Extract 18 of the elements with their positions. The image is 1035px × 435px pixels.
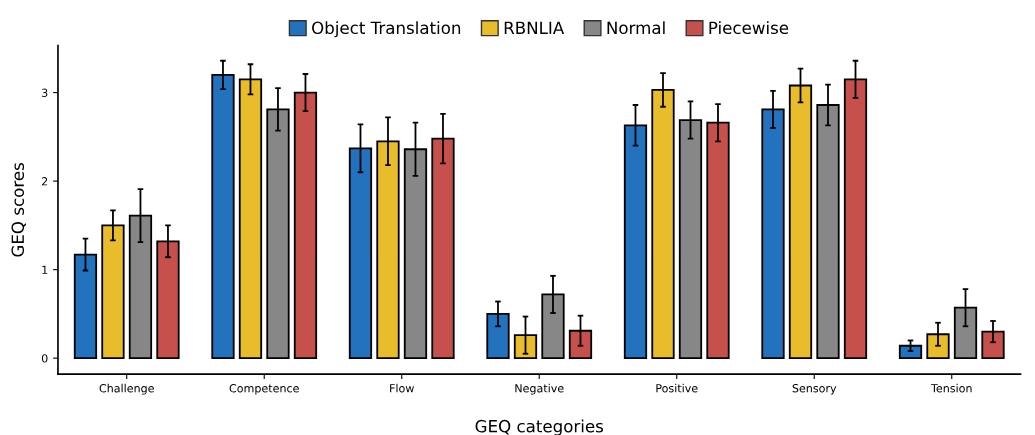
y-tick-label: 2 — [41, 177, 48, 186]
y-tick-label: 1 — [42, 265, 48, 274]
x-tick-label: Competence — [229, 384, 299, 395]
legend-label: Piecewise — [709, 21, 789, 35]
x-tick-label: Challenge — [99, 383, 154, 395]
x-tick-label: Flow — [390, 383, 414, 393]
x-tick-label: Sensory — [792, 384, 837, 395]
y-tick-label: 0 — [41, 354, 48, 363]
legend-label: Normal — [607, 21, 665, 35]
x-tick-label: Positive — [656, 383, 698, 393]
bar — [898, 344, 923, 360]
legend-label: RBNLIA — [504, 21, 565, 34]
x-tick-label: Negative — [515, 383, 564, 395]
x-tick-label: Tension — [930, 383, 972, 393]
x-axis-title: GEQ categories — [475, 419, 604, 435]
legend-label: Object Translation — [312, 21, 461, 38]
y-tick-label: 3 — [42, 88, 48, 97]
y-axis-title: GEQ scores — [11, 163, 26, 257]
